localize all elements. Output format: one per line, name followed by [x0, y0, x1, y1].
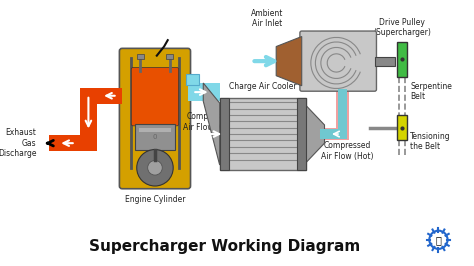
Bar — [49, 135, 80, 151]
Bar — [318, 128, 349, 140]
Bar — [186, 74, 199, 85]
Bar — [397, 115, 407, 140]
Polygon shape — [203, 83, 219, 165]
Circle shape — [148, 160, 162, 175]
Bar — [320, 130, 347, 139]
Text: Ambient
Air Inlet: Ambient Air Inlet — [251, 9, 283, 28]
Text: 0: 0 — [153, 134, 157, 140]
Text: Charge Air Cooler: Charge Air Cooler — [229, 82, 296, 91]
Bar — [297, 98, 306, 170]
Text: Compressed
Air Flow (Cool): Compressed Air Flow (Cool) — [182, 112, 238, 132]
Circle shape — [137, 149, 173, 186]
Text: Compressed
Air Flow (Hot): Compressed Air Flow (Hot) — [321, 141, 374, 161]
Text: Tensioning
the Belt: Tensioning the Belt — [410, 132, 451, 151]
Bar — [137, 54, 144, 59]
Bar — [338, 89, 347, 134]
FancyBboxPatch shape — [119, 48, 191, 189]
Text: Supercharger Working Diagram: Supercharger Working Diagram — [89, 239, 360, 254]
Bar — [80, 88, 122, 104]
Polygon shape — [306, 106, 325, 162]
Bar — [80, 88, 97, 151]
Bar — [397, 42, 407, 77]
Bar — [135, 124, 175, 149]
Text: Drive Pulley
(Supercharger): Drive Pulley (Supercharger) — [373, 18, 431, 38]
Bar — [97, 88, 122, 104]
Polygon shape — [276, 36, 302, 86]
Bar — [138, 128, 172, 132]
FancyBboxPatch shape — [300, 31, 376, 91]
Text: Engine Cylinder: Engine Cylinder — [125, 195, 185, 204]
Text: Serpentine
Belt: Serpentine Belt — [410, 81, 452, 101]
Bar — [219, 98, 229, 170]
Bar — [337, 89, 349, 134]
Bar — [166, 54, 173, 59]
Bar — [374, 57, 395, 66]
Bar — [219, 98, 306, 170]
FancyBboxPatch shape — [131, 68, 179, 126]
Text: Exhaust
Gas
Discharge: Exhaust Gas Discharge — [0, 128, 36, 158]
Bar — [188, 83, 219, 101]
Text: 🎓: 🎓 — [436, 235, 441, 245]
